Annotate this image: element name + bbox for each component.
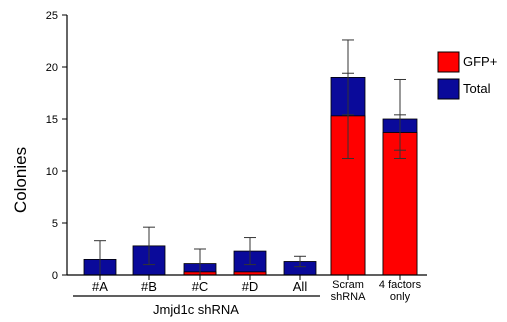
bars-layer xyxy=(83,77,418,276)
group-bracket: Jmjd1c shRNA xyxy=(73,295,320,317)
y-tick-label: 25 xyxy=(46,10,58,22)
y-tick-label: 5 xyxy=(52,218,58,230)
x-tick-label: 4 factors xyxy=(379,279,422,291)
x-tick-label: shRNA xyxy=(331,291,367,303)
y-tick-label: 10 xyxy=(46,166,58,178)
legend-label-gfp: GFP+ xyxy=(463,54,497,69)
y-axis-label: Colonies xyxy=(11,147,30,213)
legend-swatch-total xyxy=(437,78,460,100)
axes-layer xyxy=(66,15,427,276)
error-bars-layer xyxy=(94,39,406,275)
x-tick-label: #B xyxy=(141,279,157,294)
y-tick-label: 20 xyxy=(46,62,58,74)
x-tick-label: #A xyxy=(92,279,108,294)
legend: GFP+ Total xyxy=(437,51,497,100)
group-label: Jmjd1c shRNA xyxy=(153,302,239,317)
y-tick-label: 0 xyxy=(52,270,58,282)
x-tick-label: All xyxy=(293,279,308,294)
legend-label-total: Total xyxy=(463,81,491,96)
x-tick-label: #D xyxy=(242,279,259,294)
x-tick-label: #C xyxy=(192,279,209,294)
y-tick-label: 15 xyxy=(46,114,58,126)
legend-swatch-gfp xyxy=(437,51,460,73)
y-ticks-layer: 0 5 10 15 20 25 xyxy=(46,10,67,282)
x-tick-label: Scram xyxy=(332,279,364,291)
x-tick-label: only xyxy=(390,291,411,303)
